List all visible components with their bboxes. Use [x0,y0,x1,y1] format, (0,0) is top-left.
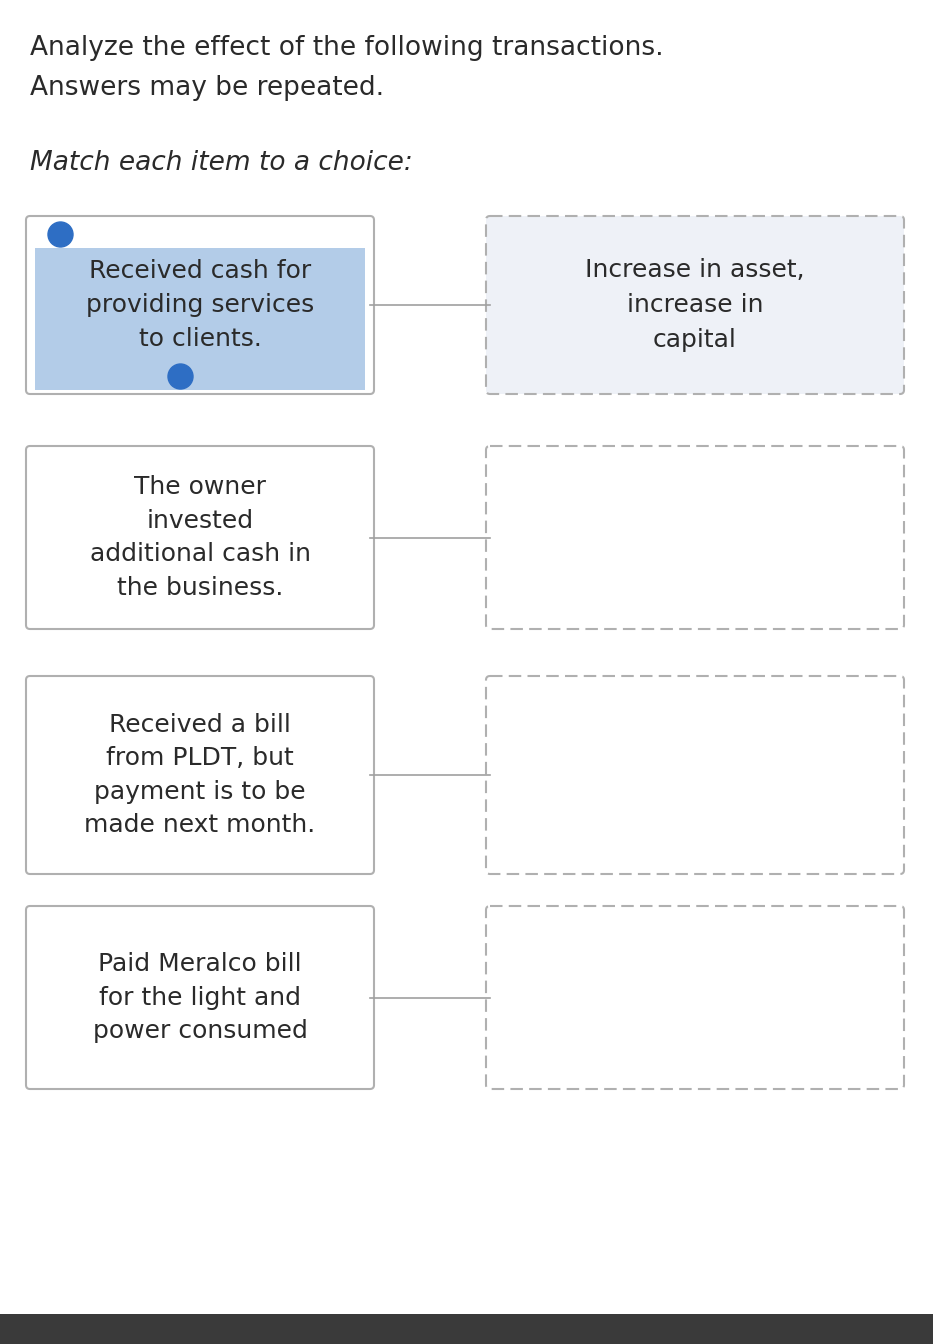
FancyBboxPatch shape [26,446,374,629]
Bar [35,249,365,390]
FancyBboxPatch shape [26,676,374,874]
FancyBboxPatch shape [486,676,904,874]
Text: Increase in asset,
increase in
capital: Increase in asset, increase in capital [585,258,805,352]
Text: Answers may be repeated.: Answers may be repeated. [30,75,384,101]
Text: Analyze the effect of the following transactions.: Analyze the effect of the following tran… [30,35,663,60]
FancyBboxPatch shape [486,906,904,1089]
Text: Match each item to a choice:: Match each item to a choice: [30,151,412,176]
Bar [0,1314,933,1344]
FancyBboxPatch shape [26,216,374,394]
Text: Paid Meralco bill
for the light and
power consumed: Paid Meralco bill for the light and powe… [92,952,308,1043]
FancyBboxPatch shape [26,906,374,1089]
FancyBboxPatch shape [486,216,904,394]
Text: The owner
invested
additional cash in
the business.: The owner invested additional cash in th… [90,476,311,599]
Text: Received a bill
from PLDT, but
payment is to be
made next month.: Received a bill from PLDT, but payment i… [84,712,315,837]
FancyBboxPatch shape [486,446,904,629]
Text: Received cash for
providing services
to clients.: Received cash for providing services to … [86,259,314,351]
